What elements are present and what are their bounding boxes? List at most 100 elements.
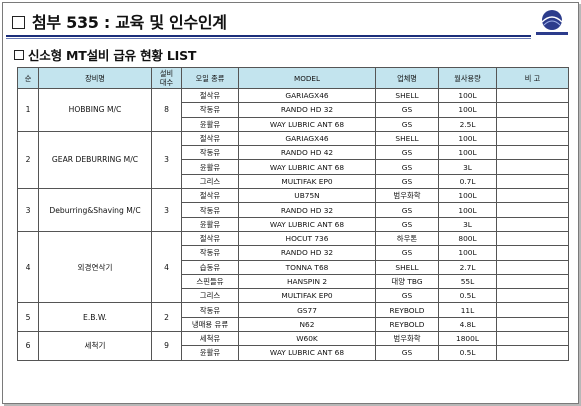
table-row: 6 세척기 9 세척유 W60K 범우화학 1800L: [17, 331, 569, 361]
column-header: 장비명: [38, 67, 152, 89]
oil-type-cell: 그리스: [181, 173, 239, 190]
monthly-usage-cell: 100L: [438, 188, 497, 204]
table-row: 작동유 RANDO HD 42 GS 100L: [18, 145, 569, 161]
note-cell: [496, 202, 569, 218]
maker-cell: GS: [375, 216, 439, 232]
table-row: 윤활유 WAY LUBRIC ANT 68 GS 0.5L: [18, 345, 569, 361]
equipment-name: GEAR DEBURRING M/C: [38, 130, 152, 190]
maker-cell: REYBOLD: [375, 316, 439, 333]
column-header: 비 고: [496, 67, 569, 89]
monthly-usage-cell: 100L: [438, 202, 497, 218]
model-cell: WAY LUBRIC ANT 68: [238, 345, 376, 361]
title-rule: [6, 35, 531, 37]
model-cell: WAY LUBRIC ANT 68: [238, 116, 376, 132]
maker-cell: GS: [375, 173, 439, 190]
table-row: 작동유 RANDO HD 32 GS 100L: [18, 202, 569, 218]
monthly-usage-cell: 2.7L: [438, 259, 497, 275]
maker-cell: SHELL: [375, 130, 439, 147]
checkbox-square-icon: [14, 50, 24, 60]
note-cell: [496, 116, 569, 132]
monthly-usage-cell: 800L: [438, 230, 497, 247]
table-row: 윤활유 WAY LUBRIC ANT 68 GS 2.5L: [18, 116, 569, 132]
equipment-count: 4: [151, 230, 182, 304]
monthly-usage-cell: 0.7L: [438, 173, 497, 190]
note-cell: [496, 145, 569, 161]
model-cell: HOCUT 736: [238, 230, 376, 247]
monthly-usage-cell: 1800L: [438, 331, 497, 347]
oil-type-cell: 그리스: [181, 288, 239, 304]
oil-type-cell: 윤활유: [181, 159, 239, 175]
oil-type-cell: 절삭유: [181, 188, 239, 204]
oil-type-cell: 윤활유: [181, 116, 239, 132]
oil-type-cell: 작동유: [181, 102, 239, 118]
table-header-row: 순 장비명 설비 대수 오일 종류 MODEL 업체명 월사용량 비 고: [17, 67, 569, 89]
oil-type-cell: 작동유: [181, 245, 239, 261]
model-cell: TONNA T68: [238, 259, 376, 275]
note-cell: [496, 259, 569, 275]
oil-type-cell: 세척유: [181, 331, 239, 347]
note-cell: [496, 216, 569, 232]
table-subtitle: 신소형 MT설비 급유 현황 LIST: [14, 45, 196, 64]
table-subtitle-text: 신소형 MT설비 급유 현황 LIST: [28, 48, 197, 63]
table-row: 스핀들유 HANSPIN 2 대양 TBG 55L: [18, 273, 569, 290]
maker-cell: GS: [375, 202, 439, 218]
slide-title: 첨부 535 : 교육 및 인수인계: [12, 9, 227, 33]
model-cell: GARIAGX46: [238, 87, 376, 104]
equipment-number: 2: [17, 130, 39, 190]
oil-type-cell: 윤활유: [181, 216, 239, 232]
table-row: 5 E.B.W. 2 작동유 GS77 REYBOLD 11L: [17, 302, 569, 333]
model-cell: GS77: [238, 302, 376, 318]
oil-type-cell: 절삭유: [181, 87, 239, 104]
table-row: 윤활유 WAY LUBRIC ANT 68 GS 3L: [18, 216, 569, 232]
note-cell: [496, 173, 569, 190]
monthly-usage-cell: 100L: [438, 145, 497, 161]
equipment-name: 세척기: [38, 331, 152, 361]
column-header: 업체명: [375, 67, 439, 89]
model-cell: UB75N: [238, 188, 376, 204]
maker-cell: GS: [375, 288, 439, 304]
monthly-usage-cell: 11L: [438, 302, 497, 318]
model-cell: GARIAGX46: [238, 130, 376, 147]
checkbox-square-icon: [12, 16, 25, 29]
note-cell: [496, 130, 569, 147]
monthly-usage-cell: 100L: [438, 245, 497, 261]
equipment-number: 5: [17, 302, 39, 333]
maker-cell: GS: [375, 345, 439, 361]
equipment-name: E.B.W.: [38, 302, 152, 333]
monthly-usage-cell: 4.8L: [438, 316, 497, 333]
model-cell: RANDO HD 42: [238, 145, 376, 161]
model-cell: HANSPIN 2: [238, 273, 376, 290]
table-row: 4 외경연삭기 4 절삭유 HOCUT 736 하우톤 800L: [17, 230, 569, 304]
table-row: 3 Deburring&Shaving M/C 3 절삭유 UB75N 범우화학 100L: [17, 188, 569, 232]
model-cell: WAY LUBRIC ANT 68: [238, 216, 376, 232]
monthly-usage-cell: 55L: [438, 273, 497, 290]
monthly-usage-cell: 3L: [438, 216, 497, 232]
model-cell: WAY LUBRIC ANT 68: [238, 159, 376, 175]
equipment-count: 9: [151, 331, 182, 361]
table-row: 2 GEAR DEBURRING M/C 3 절삭유 GARIAGX46 SHELL 100…: [17, 130, 569, 190]
note-cell: [496, 188, 569, 204]
equipment-number: 4: [17, 230, 39, 304]
model-cell: RANDO HD 32: [238, 202, 376, 218]
oil-type-cell: 냉매용 유류: [181, 316, 239, 333]
oil-type-cell: 윤활유: [181, 345, 239, 361]
table-row: 그리스 MULTIFAK EP0 GS 0.7L: [18, 173, 569, 190]
equipment-name: Deburring&Shaving M/C: [38, 188, 152, 232]
note-cell: [496, 159, 569, 175]
equipment-count: 2: [151, 302, 182, 333]
maker-cell: GS: [375, 159, 439, 175]
column-header: 월사용량: [438, 67, 497, 89]
model-cell: MULTIFAK EP0: [238, 288, 376, 304]
equipment-count: 8: [151, 88, 182, 132]
equipment-number: 6: [17, 331, 39, 361]
monthly-usage-cell: 0.5L: [438, 288, 497, 304]
note-cell: [496, 316, 569, 333]
oil-type-cell: 스핀들유: [181, 273, 239, 290]
slide-title-text: 첨부 535 : 교육 및 인수인계: [32, 13, 227, 32]
equipment-name: HOBBING M/C: [38, 88, 152, 132]
equipment-number: 1: [17, 88, 39, 132]
equipment-count: 3: [151, 130, 182, 190]
note-cell: [496, 302, 569, 318]
oil-type-cell: 작동유: [181, 145, 239, 161]
note-cell: [496, 230, 569, 247]
